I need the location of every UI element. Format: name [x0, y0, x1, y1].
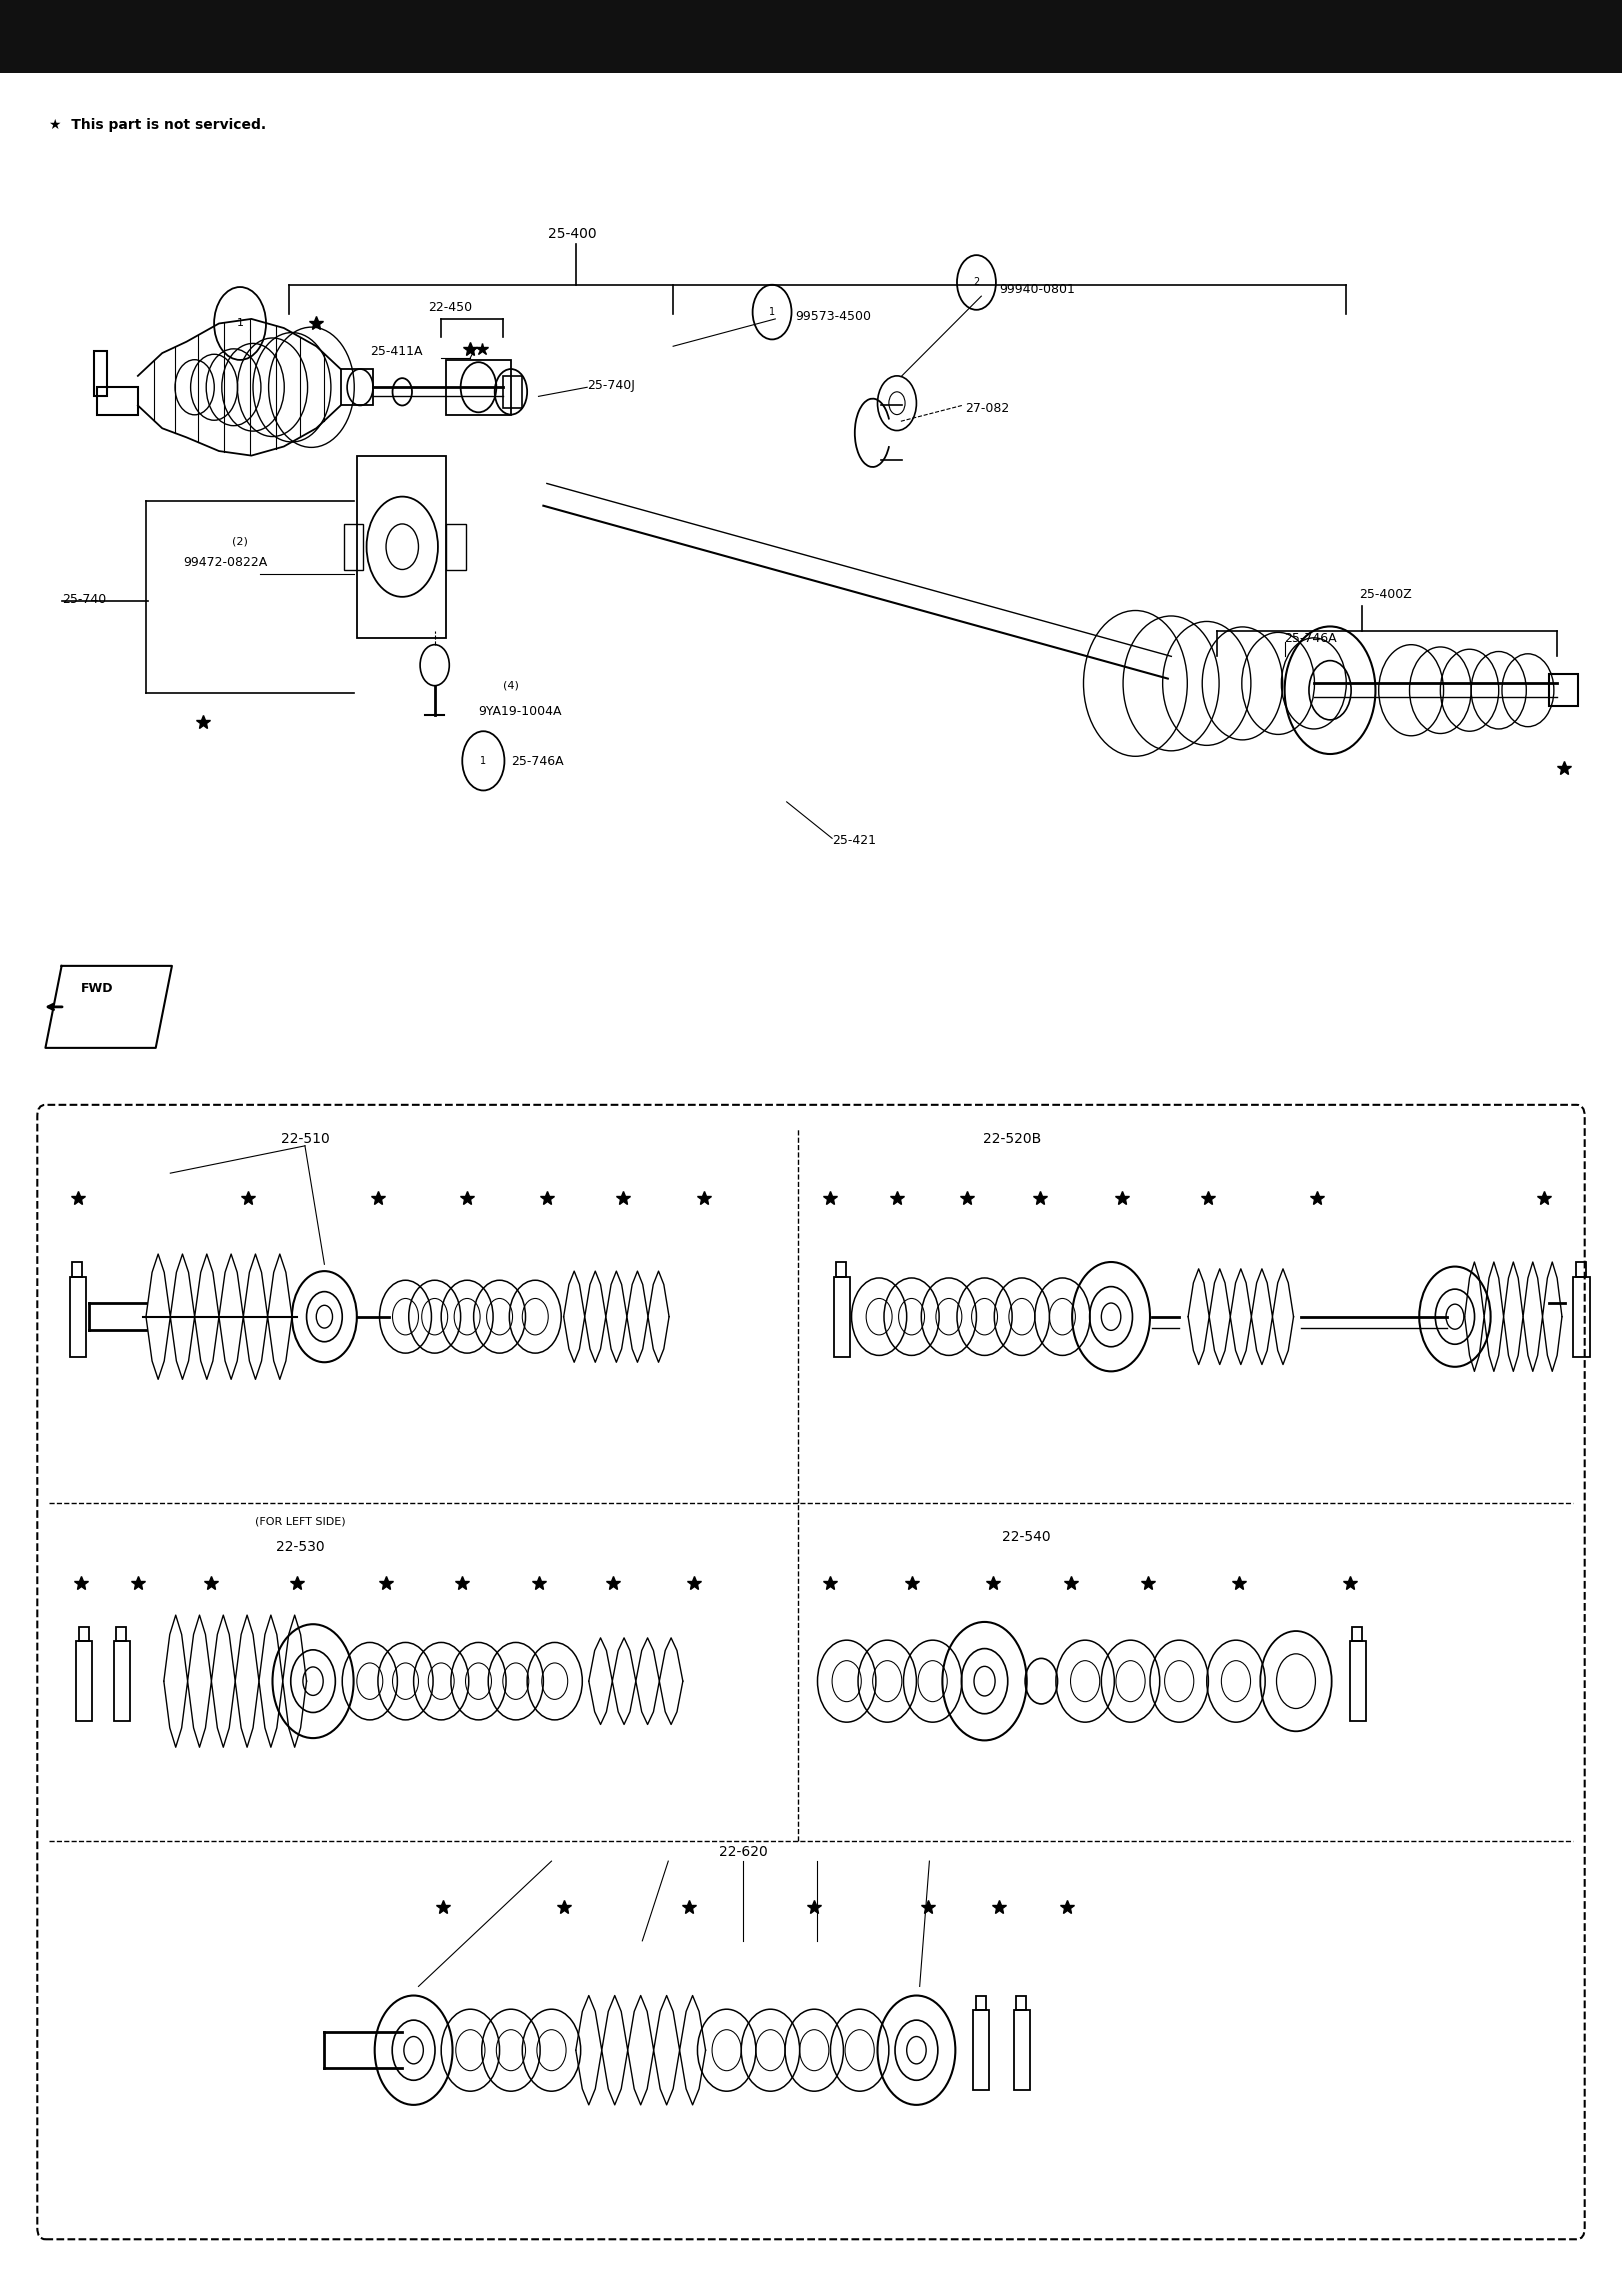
Bar: [1353, 1626, 1362, 1640]
Bar: [70, 1276, 86, 1358]
Text: 27-082: 27-082: [965, 401, 1009, 415]
Text: 99472-0822A: 99472-0822A: [183, 556, 268, 570]
Text: FWD: FWD: [81, 982, 114, 995]
Bar: [1573, 1276, 1590, 1358]
Bar: [1577, 1262, 1586, 1276]
Bar: [1014, 2009, 1030, 2091]
Text: 1: 1: [480, 756, 487, 765]
Bar: [1549, 674, 1578, 706]
Text: 1: 1: [237, 319, 243, 328]
Bar: [0, 0, 1622, 73]
Bar: [73, 1262, 83, 1276]
Bar: [97, 387, 138, 415]
Bar: [503, 376, 522, 408]
Text: 25-400: 25-400: [548, 228, 597, 241]
Text: 25-740: 25-740: [62, 592, 105, 606]
Text: (FOR LEFT SIDE): (FOR LEFT SIDE): [255, 1517, 345, 1526]
Text: 2: 2: [973, 278, 980, 287]
Text: (2): (2): [232, 538, 248, 547]
Bar: [446, 524, 466, 570]
Text: 1: 1: [769, 308, 775, 317]
Bar: [976, 1996, 986, 2009]
Text: 22-450: 22-450: [428, 301, 472, 314]
Text: 99573-4500: 99573-4500: [795, 310, 871, 323]
Text: ★  This part is not serviced.: ★ This part is not serviced.: [49, 118, 266, 132]
Bar: [834, 1276, 850, 1358]
Text: 99940-0801: 99940-0801: [999, 282, 1075, 296]
Bar: [1017, 1996, 1027, 2009]
Bar: [114, 1640, 130, 1722]
Text: 22-510: 22-510: [281, 1132, 329, 1146]
Bar: [973, 2009, 989, 2091]
Bar: [341, 369, 373, 405]
Text: 22-620: 22-620: [719, 1845, 767, 1859]
Text: 25-411A: 25-411A: [370, 344, 422, 358]
Text: 22-530: 22-530: [276, 1540, 324, 1554]
Text: 9YA19-1004A: 9YA19-1004A: [478, 704, 561, 718]
Text: 22-540: 22-540: [1002, 1531, 1051, 1544]
Text: 25-746A: 25-746A: [511, 754, 563, 768]
Bar: [837, 1262, 847, 1276]
Text: 22-520B: 22-520B: [983, 1132, 1041, 1146]
Text: 25-746A: 25-746A: [1285, 631, 1337, 645]
Bar: [79, 1626, 89, 1640]
Bar: [446, 360, 511, 415]
Text: 25-421: 25-421: [832, 834, 876, 847]
Text: 25-740J: 25-740J: [587, 378, 636, 392]
Bar: [76, 1640, 92, 1722]
Text: (4): (4): [503, 681, 519, 690]
Bar: [357, 456, 446, 638]
Bar: [344, 524, 363, 570]
Bar: [117, 1626, 127, 1640]
Bar: [94, 351, 107, 396]
Text: 25-400Z: 25-400Z: [1359, 588, 1413, 601]
Bar: [1350, 1640, 1366, 1722]
